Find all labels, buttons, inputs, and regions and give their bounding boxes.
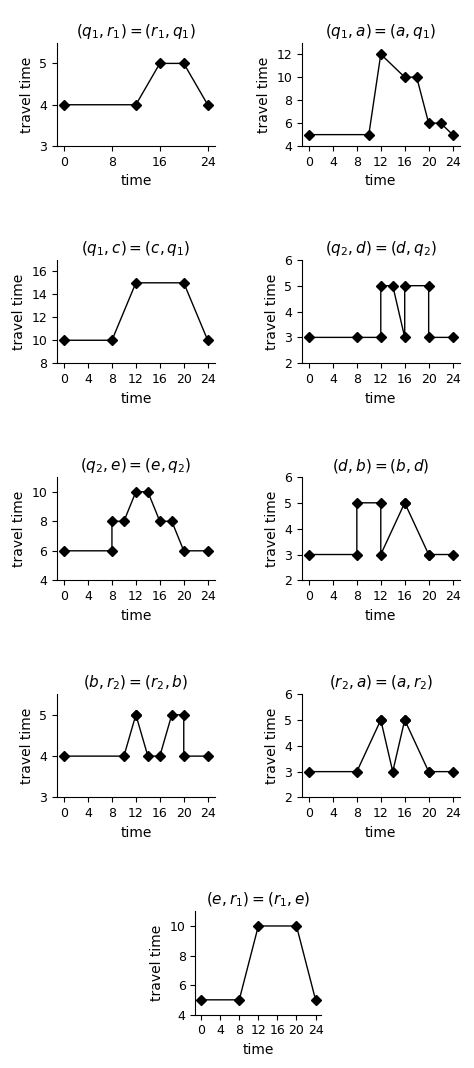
X-axis label: time: time — [120, 392, 152, 406]
X-axis label: time: time — [365, 174, 396, 188]
X-axis label: time: time — [365, 826, 396, 839]
Title: $(q_2,e) = (e,q_2)$: $(q_2,e) = (e,q_2)$ — [80, 456, 191, 475]
Title: $(r_2,a) = (a,r_2)$: $(r_2,a) = (a,r_2)$ — [328, 674, 433, 692]
Y-axis label: travel time: travel time — [264, 273, 279, 349]
Y-axis label: travel time: travel time — [19, 57, 34, 132]
Y-axis label: travel time: travel time — [12, 273, 26, 349]
Y-axis label: travel time: travel time — [264, 708, 279, 784]
Title: $(b,r_2) = (r_2,b)$: $(b,r_2) = (r_2,b)$ — [83, 674, 189, 692]
Title: $(q_1,r_1) = (r_1,q_1)$: $(q_1,r_1) = (r_1,q_1)$ — [76, 21, 196, 41]
Y-axis label: travel time: travel time — [12, 490, 26, 567]
Y-axis label: travel time: travel time — [264, 490, 279, 567]
Title: $(d,b) = (b,d)$: $(d,b) = (b,d)$ — [332, 456, 429, 474]
X-axis label: time: time — [243, 1042, 274, 1057]
X-axis label: time: time — [365, 609, 396, 623]
X-axis label: time: time — [120, 609, 152, 623]
X-axis label: time: time — [365, 392, 396, 406]
Title: $(e,r_1) = (r_1,e)$: $(e,r_1) = (r_1,e)$ — [206, 891, 310, 909]
Title: $(q_1,c) = (c,q_1)$: $(q_1,c) = (c,q_1)$ — [81, 239, 191, 257]
Y-axis label: travel time: travel time — [150, 925, 164, 1001]
Title: $(q_2,d) = (d,q_2)$: $(q_2,d) = (d,q_2)$ — [325, 239, 437, 257]
X-axis label: time: time — [120, 826, 152, 839]
Title: $(q_1,a) = (a,q_1)$: $(q_1,a) = (a,q_1)$ — [325, 21, 437, 41]
Y-axis label: travel time: travel time — [19, 708, 34, 784]
X-axis label: time: time — [120, 174, 152, 188]
Y-axis label: travel time: travel time — [256, 57, 271, 132]
